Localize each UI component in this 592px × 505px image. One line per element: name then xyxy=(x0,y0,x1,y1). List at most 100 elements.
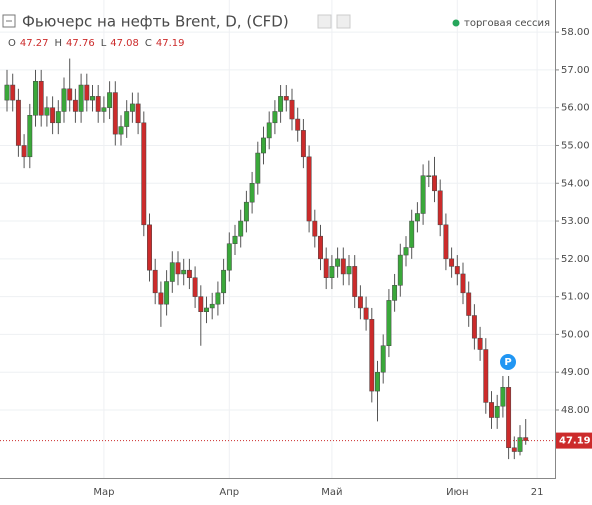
x-tick-label: Май xyxy=(321,487,342,498)
candle-body xyxy=(460,273,466,294)
candle-body xyxy=(363,307,369,320)
candle-body xyxy=(152,269,158,294)
candle-body xyxy=(386,300,392,346)
candle-body xyxy=(471,315,477,339)
candle-body xyxy=(346,266,352,275)
collapse-icon[interactable] xyxy=(2,14,16,28)
price-tag xyxy=(556,432,592,449)
x-tick-label: 21 xyxy=(531,487,544,498)
candle-body xyxy=(323,258,329,278)
candle-body xyxy=(506,387,512,449)
candle-body xyxy=(50,107,56,124)
x-tick-label: Июн xyxy=(446,487,468,498)
candle-body xyxy=(118,126,124,135)
candle-body xyxy=(437,190,443,226)
candle-body xyxy=(243,201,249,222)
badge-label: P xyxy=(504,357,511,368)
candle-body xyxy=(101,107,107,112)
candle-body xyxy=(10,84,16,101)
y-tick-label: 48.00 xyxy=(561,405,590,416)
candle-body xyxy=(135,103,141,124)
candle-body xyxy=(147,224,152,271)
price-tag-label: 47.19 xyxy=(559,436,591,447)
candle-body xyxy=(306,156,312,222)
candle-body xyxy=(209,303,215,309)
settings-button[interactable] xyxy=(317,14,332,29)
candle-body xyxy=(380,345,386,373)
candle-body xyxy=(38,80,44,116)
session-dot xyxy=(452,19,460,27)
candle-body xyxy=(181,269,187,275)
ohlc-key: H xyxy=(55,38,63,49)
candle-body xyxy=(420,175,426,214)
candles xyxy=(4,58,529,460)
candle-body xyxy=(158,292,164,305)
candle-body xyxy=(454,266,460,275)
candle-body xyxy=(129,103,135,112)
x-tick-label: Апр xyxy=(219,487,239,498)
candle-body xyxy=(84,84,90,101)
chart-title: Фьючерс на нефть Brent, D, (CFD) xyxy=(22,13,289,31)
candle-body xyxy=(397,254,403,286)
candle-body xyxy=(409,220,415,248)
y-tick-label: 57.00 xyxy=(561,65,590,76)
candle-body xyxy=(107,92,113,108)
candle-body xyxy=(432,175,437,192)
candle-body xyxy=(295,118,301,131)
candle-body xyxy=(278,96,284,112)
candle-body xyxy=(215,292,221,305)
candle-body xyxy=(357,296,363,309)
candle-body xyxy=(443,224,449,260)
candle-body xyxy=(55,111,61,124)
candle-body xyxy=(72,99,78,112)
candle-body xyxy=(4,84,10,101)
x-tick-label: Мар xyxy=(93,487,114,498)
candle-body xyxy=(78,84,84,112)
close-button[interactable] xyxy=(336,14,351,29)
candle-body xyxy=(312,220,318,237)
ohlc-key: L xyxy=(101,38,107,49)
candle-body xyxy=(44,107,50,116)
candle-body xyxy=(449,258,455,267)
candle-body xyxy=(500,387,506,407)
candle-body xyxy=(61,88,67,112)
candle-body xyxy=(272,111,278,124)
ohlc-legend: O 47.27 H 47.76 L 47.08 C 47.19 xyxy=(8,38,185,49)
y-tick-label: 50.00 xyxy=(561,329,590,340)
candle-body xyxy=(33,80,38,116)
candle-body xyxy=(489,402,494,418)
ohlc-value: 47.27 xyxy=(20,38,49,49)
candle-body xyxy=(414,213,420,222)
candle-body xyxy=(494,405,500,418)
candle-body xyxy=(466,292,472,316)
y-tick-label: 49.00 xyxy=(561,367,590,378)
candle-body xyxy=(27,114,33,158)
candle-body xyxy=(95,96,101,112)
candle-body xyxy=(141,122,147,226)
y-tick-label: 53.00 xyxy=(561,216,590,227)
candle-body xyxy=(352,266,358,297)
candle-body xyxy=(375,371,380,392)
candle-body xyxy=(226,243,232,271)
y-tick-label: 52.00 xyxy=(561,254,590,265)
candle-body xyxy=(318,235,323,260)
ohlc-key: O xyxy=(8,38,16,49)
candle-body xyxy=(67,88,73,101)
candle-body xyxy=(112,92,118,135)
candle-body xyxy=(249,183,255,203)
candle-body xyxy=(232,235,238,244)
candle-body xyxy=(266,122,272,139)
candle-body xyxy=(369,319,375,392)
candle-body xyxy=(517,437,523,452)
candle-body xyxy=(255,152,261,184)
candle-body xyxy=(238,220,244,237)
candle-body xyxy=(192,277,198,297)
candle-body xyxy=(483,349,489,403)
candle-body xyxy=(300,130,306,158)
candle-body xyxy=(164,281,170,305)
candle-body xyxy=(283,96,289,101)
candle-body xyxy=(329,266,335,278)
y-tick-label: 51.00 xyxy=(561,292,590,303)
